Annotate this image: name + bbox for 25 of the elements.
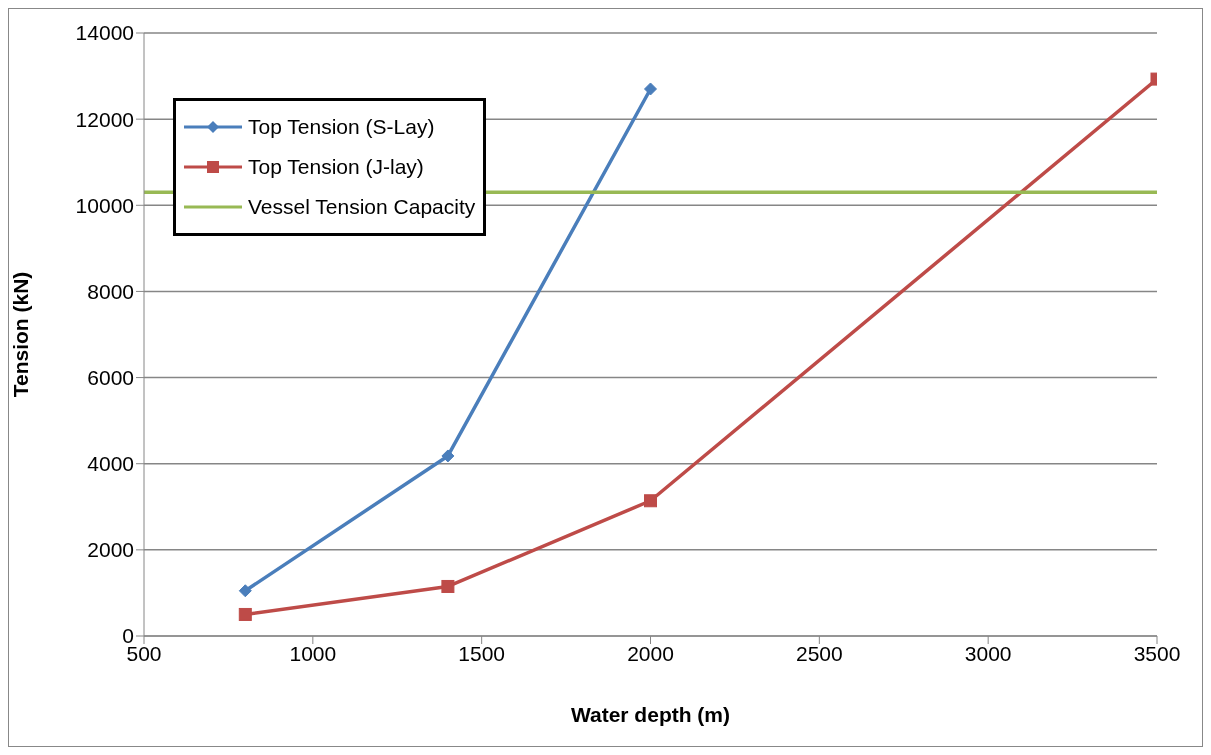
- x-tick-label: 3500: [1133, 641, 1181, 665]
- point: [441, 449, 455, 463]
- x-tick-label: 1000: [289, 641, 337, 665]
- legend-label: Top Tension (J-lay): [248, 155, 424, 179]
- x-tick-label: 3000: [964, 641, 1012, 665]
- y-axis-title: Tension (kN): [9, 271, 33, 398]
- point: [238, 584, 252, 598]
- x-tick-label: 2500: [795, 641, 843, 665]
- x-tick-label: 1500: [458, 641, 506, 665]
- y-tick-label: 6000: [87, 366, 134, 390]
- point: [644, 82, 657, 96]
- point: [441, 579, 455, 593]
- legend-label: Vessel Tension Capacity: [248, 195, 476, 219]
- y-tick-label: 0: [122, 624, 134, 648]
- point: [644, 494, 657, 508]
- y-tick-label: 8000: [87, 279, 134, 303]
- x-axis-title: Water depth (m): [570, 703, 731, 726]
- legend-label: Top Tension (S-Lay): [248, 115, 435, 139]
- y-tick-label: 14000: [75, 21, 134, 45]
- y-tick-label: 4000: [87, 452, 134, 476]
- y-tick-label: 10000: [75, 193, 134, 217]
- y-tick-label: 2000: [87, 538, 134, 562]
- y-tick-label: 12000: [75, 107, 134, 131]
- point: [238, 607, 252, 621]
- x-tick-label: 2000: [627, 641, 674, 665]
